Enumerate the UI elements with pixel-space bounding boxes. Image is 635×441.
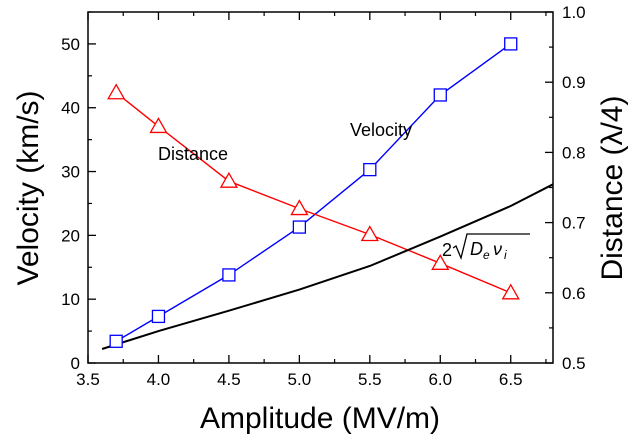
velocity-point bbox=[433, 88, 447, 102]
y-left-tick-label: 0 bbox=[71, 354, 80, 373]
plot-frame bbox=[87, 11, 554, 364]
formula-e: e bbox=[483, 248, 490, 262]
x-tick-label: 4.0 bbox=[147, 370, 171, 389]
y-left-tick-label: 50 bbox=[61, 35, 80, 54]
velocity-series-line bbox=[115, 43, 512, 342]
distance-series-label: Distance bbox=[158, 144, 228, 164]
y-left-tick-label: 10 bbox=[61, 290, 80, 309]
distance-point bbox=[149, 117, 168, 134]
y-left-tick-label: 30 bbox=[61, 163, 80, 182]
y-right-tick-label: 0.9 bbox=[562, 73, 586, 92]
x-tick-label: 6.0 bbox=[428, 370, 452, 389]
distance-point bbox=[219, 171, 239, 188]
y-right-tick-label: 0.6 bbox=[562, 284, 586, 303]
x-axis-title: Amplitude (MV/m) bbox=[200, 402, 440, 435]
velocity-point bbox=[504, 37, 518, 51]
label-layer: 3.5 4.0 4.5 5.0 5.5 6.0 6.5 0 10 20 30 40 50 0.5 0.6 0.… bbox=[61, 3, 586, 389]
formula-label: 2 D e ν i bbox=[442, 233, 530, 262]
velocity-series-label: Velocity bbox=[350, 120, 412, 140]
y-left-tick-label: 20 bbox=[61, 226, 80, 245]
x-tick-label: 5.5 bbox=[358, 370, 382, 389]
distance-point bbox=[431, 254, 450, 270]
velocity-point bbox=[222, 268, 236, 282]
distance-series-line bbox=[115, 92, 511, 294]
formula-radical bbox=[452, 233, 530, 261]
formula-nu: ν bbox=[493, 239, 502, 259]
y-right-tick-label: 1.0 bbox=[562, 3, 586, 22]
y-axis-left-title: Velocity (km/s) bbox=[12, 90, 45, 285]
velocity-point bbox=[109, 334, 123, 348]
y-right-tick-label: 0.8 bbox=[562, 143, 586, 162]
x-tick-label: 3.5 bbox=[76, 370, 100, 389]
y-right-tick-label: 0.5 bbox=[562, 354, 586, 373]
formula-D: D bbox=[470, 239, 483, 259]
distance-point bbox=[107, 83, 126, 100]
y-left-tick-label: 40 bbox=[61, 99, 80, 118]
formula-coefficient: 2 bbox=[442, 240, 452, 260]
y-right-tick-label: 0.7 bbox=[562, 214, 586, 233]
x-tick-label: 4.5 bbox=[217, 370, 241, 389]
distance-point bbox=[290, 199, 309, 216]
distance-point bbox=[360, 225, 379, 242]
velocity-point bbox=[292, 220, 307, 234]
velocity-point bbox=[363, 162, 377, 177]
marker-layer bbox=[107, 37, 520, 348]
formula-i: i bbox=[504, 248, 507, 262]
x-tick-label: 5.0 bbox=[288, 370, 312, 389]
y-axis-right-title: Distance (λ/4) bbox=[596, 95, 629, 280]
diffusion-curve-series-line bbox=[101, 183, 554, 350]
series-layer bbox=[101, 43, 554, 350]
x-tick-label: 6.5 bbox=[499, 370, 523, 389]
distance-point bbox=[501, 283, 520, 300]
velocity-point bbox=[151, 309, 166, 324]
